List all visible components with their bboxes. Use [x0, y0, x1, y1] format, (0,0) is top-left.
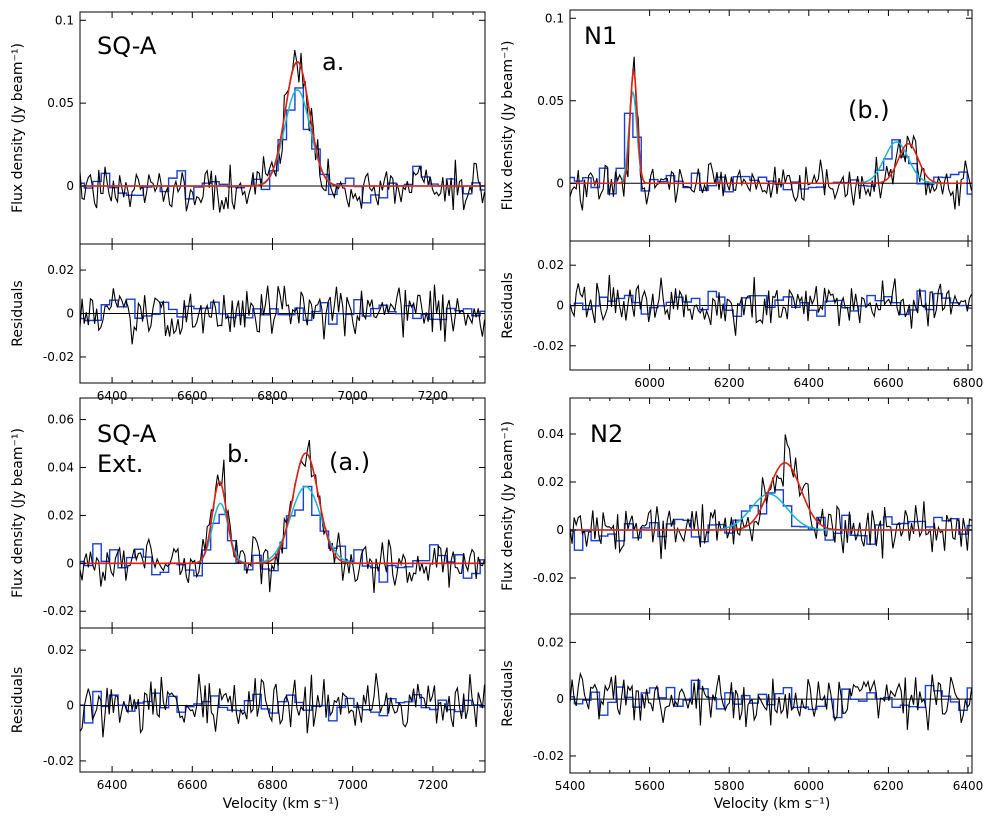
y-tick-label: 0.04: [537, 427, 564, 441]
y-tick-label: 0: [556, 523, 564, 537]
y-tick-label: -0.02: [43, 754, 74, 768]
gaussian-fit: [80, 60, 485, 187]
y-tick-label: 0: [556, 692, 564, 706]
y-tick-label: 0: [66, 307, 74, 321]
residual-line: [570, 274, 972, 336]
x-tick-label: 5400: [555, 779, 586, 793]
y-tick-label: 0.04: [47, 460, 74, 474]
x-tick-label: 6600: [177, 778, 208, 792]
panel-top-left: 6400 6600 6800 7000 7200 0 0.05 0.1 -0.02 0 0.02 Fl…: [10, 11, 486, 403]
spectrum-line: [80, 439, 485, 593]
y-tick-label: 0: [556, 299, 564, 313]
flux-y-axis-label: Flux density (Jy beam⁻¹): [500, 41, 516, 211]
x-axis-label-right: Velocity (km s⁻¹): [714, 796, 831, 812]
lowres-gaussian-fit: [80, 89, 485, 187]
residual-line: [570, 671, 972, 731]
component-annotation: a.: [322, 48, 344, 76]
y-tick-label: 0.1: [55, 13, 74, 27]
flux-y-axis-label: Flux density (Jy beam⁻¹): [500, 421, 516, 591]
y-tick-label: 0.02: [47, 508, 74, 522]
x-tick-label: 7200: [418, 389, 449, 403]
x-tick-label: 6400: [97, 389, 128, 403]
residual-y-axis-label: Residuals: [500, 660, 516, 726]
x-tick-label: 6000: [794, 779, 825, 793]
component-annotation: (a.): [329, 448, 370, 476]
gaussian-fit: [80, 452, 485, 565]
y-tick-label: -0.02: [533, 749, 564, 763]
plot-area: [80, 49, 485, 345]
x-tick-label: 5600: [634, 779, 665, 793]
component-annotation: (b.): [848, 96, 890, 124]
y-tick-label: -0.02: [533, 339, 564, 353]
lowres-spectrum-step: [80, 485, 485, 583]
y-tick-label: 0.02: [537, 635, 564, 649]
lowres-residual-step: [570, 679, 972, 719]
y-tick-label: 0: [66, 179, 74, 193]
panel-frame: [79, 397, 486, 773]
x-tick-label: 5800: [714, 779, 745, 793]
y-tick-label: 0.02: [47, 643, 74, 657]
y-tick-label: 0.02: [47, 263, 74, 277]
x-tick-label: 7200: [418, 778, 449, 792]
panel-frame: [79, 11, 486, 384]
flux-y-axis-label: Flux density (Jy beam⁻¹): [10, 43, 26, 213]
panel-bottom-right: 5400 5600 5800 6000 6200 6400 -0.02 0 0.02 0.04 -0…: [500, 397, 984, 793]
x-tick-label: 6400: [794, 376, 825, 390]
y-tick-label: 0.05: [537, 94, 564, 108]
y-tick-label: 0: [556, 176, 564, 190]
plot-area: [570, 434, 972, 731]
residual-y-axis-label: Residuals: [10, 667, 26, 733]
y-tick-label: -0.02: [533, 571, 564, 585]
plot-area: [570, 56, 972, 336]
y-tick-label: 0: [66, 699, 74, 713]
panel-bottom-left: 6400 6600 6800 7000 7200 -0.02 0 0.02 0.04 0.06 -0…: [10, 397, 486, 792]
x-tick-label: 6600: [873, 376, 904, 390]
x-tick-label: 7000: [337, 778, 368, 792]
x-tick-label: 6200: [714, 376, 745, 390]
y-tick-label: -0.02: [43, 350, 74, 364]
residual-line: [80, 284, 485, 345]
component-annotation: b.: [227, 440, 250, 468]
flux-y-axis-label: Flux density (Jy beam⁻¹): [10, 428, 26, 598]
x-tick-label: 7000: [337, 389, 368, 403]
x-tick-label: 6400: [97, 778, 128, 792]
x-tick-label: 6800: [953, 376, 984, 390]
gaussian-fit: [570, 68, 972, 185]
residual-line: [80, 673, 485, 738]
y-tick-label: 0.05: [47, 96, 74, 110]
residual-y-axis-label: Residuals: [10, 280, 26, 346]
panel-title: SQ-A: [97, 32, 157, 60]
panel-title: SQ-A: [97, 420, 157, 448]
plot-area: [80, 439, 485, 738]
x-tick-label: 6400: [953, 779, 984, 793]
panel-title: Ext.: [97, 450, 143, 478]
x-axis-label-left: Velocity (km s⁻¹): [223, 796, 340, 812]
panel-title: N1: [584, 22, 617, 50]
panel-frame: [569, 9, 973, 371]
y-tick-label: 0.06: [47, 413, 74, 427]
residual-y-axis-label: Residuals: [500, 272, 516, 338]
x-tick-label: 6600: [177, 389, 208, 403]
y-tick-label: 0.02: [537, 475, 564, 489]
gaussian-fit: [570, 461, 972, 531]
panel-frame: [569, 397, 973, 774]
y-tick-label: 0.1: [545, 11, 564, 25]
y-tick-label: 0.02: [537, 258, 564, 272]
panel-top-right: 6000 6200 6400 6600 6800 0 0.05 0.1 -0.02 0 0.02 Fl…: [500, 9, 984, 390]
y-tick-label: 0: [66, 556, 74, 570]
x-tick-label: 6000: [634, 376, 665, 390]
y-tick-label: -0.02: [43, 604, 74, 618]
spectrum-line: [570, 56, 972, 211]
spectrum-line: [570, 434, 972, 560]
lowres-spectrum-step: [570, 489, 972, 551]
x-tick-label: 6800: [257, 389, 288, 403]
x-tick-label: 6200: [873, 779, 904, 793]
panel-title: N2: [590, 420, 623, 448]
x-tick-label: 6800: [257, 778, 288, 792]
